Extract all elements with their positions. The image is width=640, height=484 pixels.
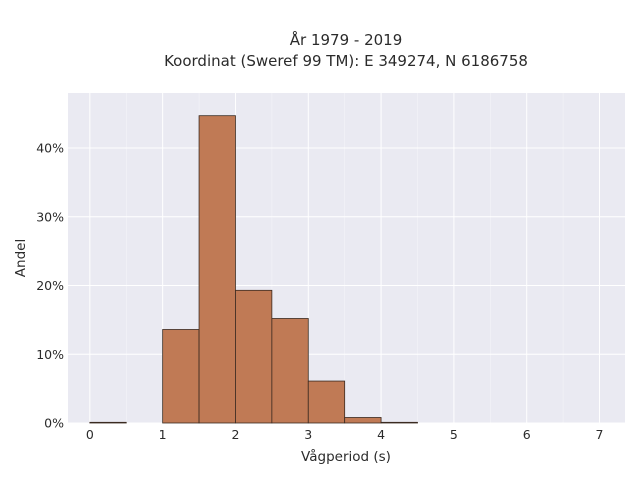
y-tick-label: 20% (36, 278, 64, 293)
histogram-bar (344, 417, 382, 424)
x-tick-label: 3 (304, 427, 312, 442)
x-tick-label: 0 (86, 427, 94, 442)
x-tick-label: 6 (523, 427, 531, 442)
grid-lines (68, 93, 625, 424)
y-tick-label: 40% (36, 141, 64, 156)
histogram-bar (307, 380, 346, 424)
x-tick-label: 2 (231, 427, 239, 442)
histogram-bar (271, 318, 309, 424)
y-axis-label: Andel (13, 239, 29, 277)
y-tick-label: 10% (36, 347, 64, 362)
x-tick-label: 4 (377, 427, 385, 442)
axis-ticks: 0 1 2 3 4 5 6 7 0% 10% 20% 30% 40% (36, 141, 603, 443)
plot-background (68, 93, 625, 423)
histogram-bar (89, 421, 127, 424)
x-tick-label: 5 (450, 427, 458, 442)
histogram-bar (162, 329, 200, 424)
y-tick-label: 30% (36, 209, 64, 224)
histogram-bars (89, 115, 418, 424)
histogram-bar (198, 115, 236, 424)
histogram-bar (380, 421, 418, 424)
chart-title-line-2: Koordinat (Sweref 99 TM): E 349274, N 61… (164, 52, 528, 70)
histogram-bar (235, 289, 273, 424)
y-tick-label: 0% (44, 416, 64, 431)
x-tick-label: 7 (596, 427, 604, 442)
x-tick-label: 1 (159, 427, 167, 442)
x-axis-label: Vågperiod (s) (301, 448, 391, 465)
chart-title-line-1: År 1979 - 2019 (290, 30, 403, 49)
